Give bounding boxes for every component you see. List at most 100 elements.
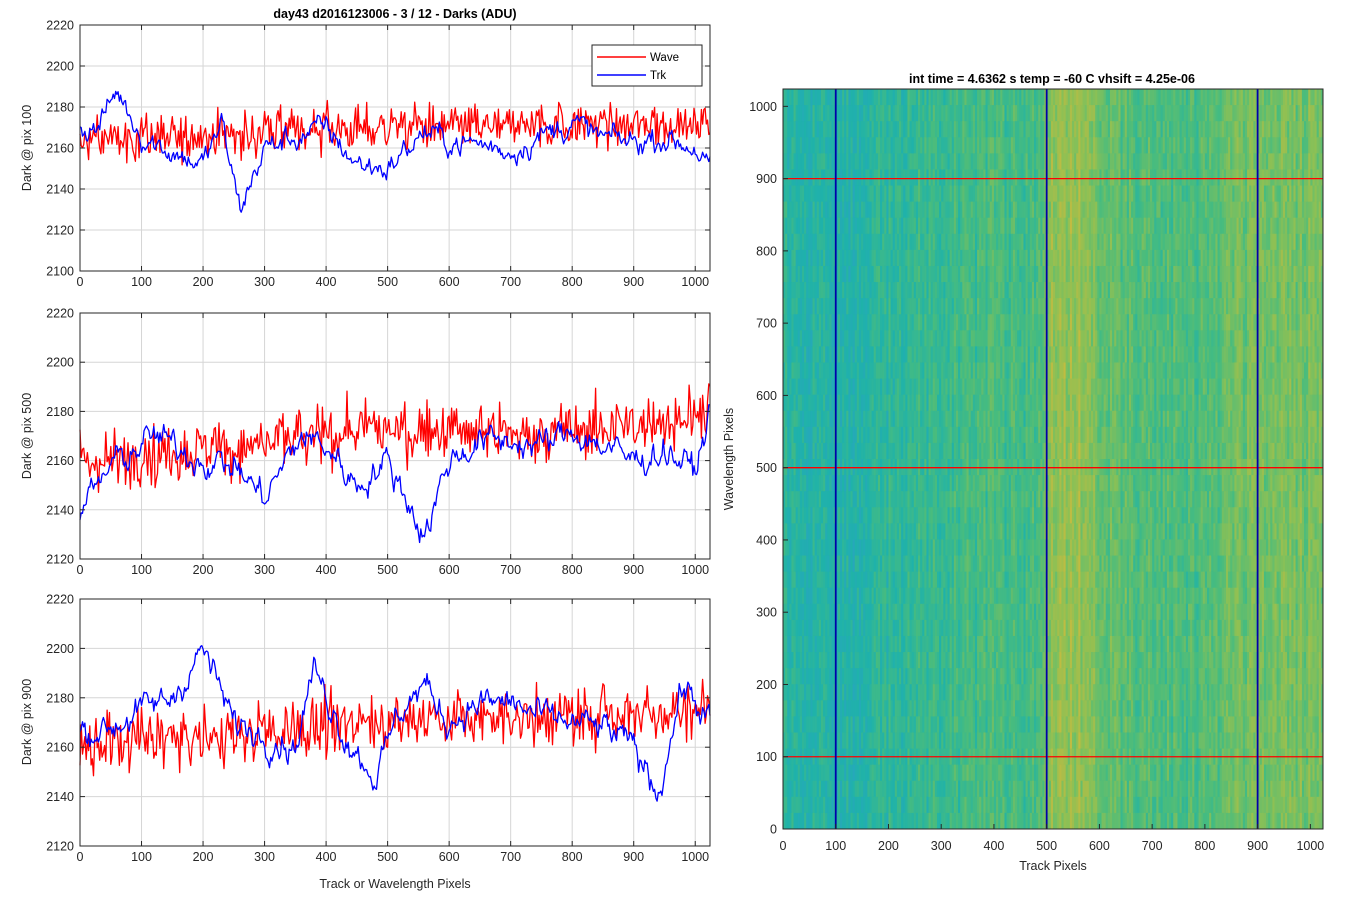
heatmap-cell <box>869 539 873 557</box>
heatmap-cell <box>911 185 915 203</box>
heatmap-cell <box>808 812 812 829</box>
heatmap-cell <box>867 314 871 331</box>
heatmap-cell <box>905 265 909 283</box>
heatmap-cell <box>850 282 854 299</box>
heatmap-cell <box>877 265 881 283</box>
heatmap-cell <box>827 523 831 541</box>
heatmap-cell <box>998 700 1001 717</box>
heatmap-cell <box>877 410 881 428</box>
heatmap-cell <box>928 137 932 154</box>
heatmap-cell <box>993 426 997 444</box>
heatmap-cell <box>846 185 849 203</box>
heatmap-cell <box>974 201 978 219</box>
heatmap-cell <box>943 635 947 653</box>
heatmap-cell <box>877 668 881 685</box>
heatmap-cell <box>869 587 873 605</box>
heatmap-cell <box>850 732 854 750</box>
heatmap-cell <box>907 571 911 589</box>
heatmap-cell <box>848 700 852 717</box>
heatmap-cell <box>835 780 839 798</box>
heatmap-cell <box>985 491 989 508</box>
heatmap-cell <box>861 105 864 122</box>
heatmap-cell <box>825 298 828 315</box>
heatmap-cell <box>979 652 982 669</box>
heatmap-cell <box>801 764 805 782</box>
heatmap-cell <box>804 587 807 605</box>
heatmap-cell <box>977 668 980 685</box>
heatmap-cell <box>825 652 828 669</box>
heatmap-cell <box>966 394 970 412</box>
heatmap-cell <box>837 555 841 573</box>
heatmap-cell <box>926 764 930 782</box>
heatmap-cell <box>871 394 875 412</box>
heatmap-cell <box>844 716 847 734</box>
heatmap-cell <box>966 700 970 717</box>
heatmap-cell <box>890 233 894 251</box>
heatmap-cell <box>958 539 961 557</box>
heatmap-cell <box>934 282 938 299</box>
heatmap-cell <box>789 217 793 235</box>
heatmap-cell <box>867 475 871 492</box>
heatmap-cell <box>791 571 795 589</box>
heatmap-cell <box>886 314 890 331</box>
heatmap-cell <box>998 265 1001 283</box>
heatmap-cell <box>932 684 936 701</box>
heatmap-cell <box>869 89 873 106</box>
heatmap-cell <box>960 330 963 347</box>
heatmap-cell <box>846 587 849 605</box>
heatmap-cell <box>958 426 961 444</box>
heatmap-cell <box>886 442 890 460</box>
heatmap-cell <box>964 426 968 444</box>
heatmap-cell <box>848 619 852 637</box>
heatmap-cell <box>856 668 860 685</box>
tick-layer: 0 100 200 300 400 500 600 700 800 900 100021202140… <box>46 307 710 577</box>
heatmap-cell <box>987 394 991 412</box>
heatmap-cell <box>829 668 833 685</box>
heatmap-cell <box>829 346 833 364</box>
heatmap-cell <box>930 410 934 428</box>
heatmap-cell <box>808 491 812 508</box>
heatmap-cell <box>852 217 856 235</box>
heatmap-cell <box>867 282 871 299</box>
heatmap-cell <box>810 89 814 106</box>
heatmap-cell <box>892 137 896 154</box>
heatmap-cell <box>827 587 831 605</box>
heatmap-cell <box>791 603 795 621</box>
heatmap-cell <box>951 185 955 203</box>
heatmap-cell <box>943 716 947 734</box>
heatmap-cell <box>924 314 928 331</box>
heatmap-cell <box>981 764 984 782</box>
heatmap-cell <box>783 201 786 219</box>
heatmap-cell <box>896 507 900 524</box>
heatmap-cell <box>783 282 786 299</box>
heatmap-cell <box>871 169 875 187</box>
heatmap-cell <box>920 314 923 331</box>
heatmap-cell <box>981 378 984 396</box>
heatmap-cell <box>827 780 831 798</box>
heatmap-cell <box>966 635 970 653</box>
heatmap-cell <box>854 619 858 637</box>
heatmap-cell <box>795 652 799 669</box>
heatmap-cell <box>858 282 862 299</box>
heatmap-cell <box>880 346 883 364</box>
heatmap-cell <box>941 507 944 524</box>
heatmap-cell <box>835 652 839 669</box>
heatmap-cell <box>806 378 809 396</box>
heatmap-cell <box>983 330 987 347</box>
heatmap-cell <box>1000 298 1003 315</box>
heatmap-cell <box>791 282 795 299</box>
heatmap-cell <box>1000 346 1003 364</box>
heatmap-cell <box>964 491 968 508</box>
heatmap-cell <box>936 394 940 412</box>
heatmap-cell <box>806 571 809 589</box>
heatmap-cell <box>949 185 953 203</box>
heatmap-cell <box>888 378 892 396</box>
heatmap-cell <box>806 346 809 364</box>
heatmap-cell <box>903 169 906 187</box>
heatmap-cell <box>977 491 980 508</box>
heatmap-cell <box>899 89 902 106</box>
heatmap-cell <box>922 153 925 171</box>
heatmap-cell <box>966 362 970 380</box>
heatmap-cell <box>905 684 909 701</box>
heatmap-cell <box>865 780 868 798</box>
